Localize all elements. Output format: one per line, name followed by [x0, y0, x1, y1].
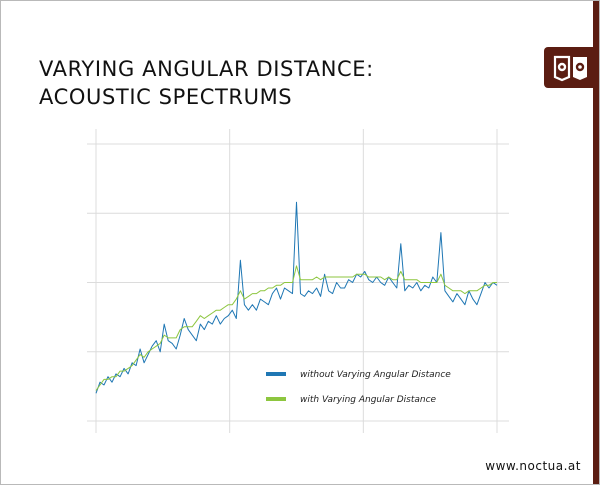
legend-label-with-varying: with Varying Angular Distance	[300, 395, 437, 405]
series-line-with-varying	[95, 265, 497, 391]
chart-legend: without Varying Angular Distance with Va…	[266, 370, 451, 405]
page-title: VARYING ANGULAR DISTANCE: ACOUSTIC SPECT…	[39, 55, 374, 111]
page-title-line-1: VARYING ANGULAR DISTANCE:	[39, 57, 374, 81]
chart-grid	[87, 129, 509, 433]
page-title-line-2: ACOUSTIC SPECTRUMS	[39, 85, 293, 109]
series-line-without-varying	[95, 201, 498, 394]
noctua-logo	[544, 47, 599, 88]
noctua-owl-logo-icon	[553, 55, 587, 82]
legend-swatch-with-varying	[266, 397, 286, 401]
legend-label-without-varying: without Varying Angular Distance	[300, 370, 451, 380]
brand-side-bar	[593, 1, 599, 484]
legend-swatch-without-varying	[266, 372, 286, 376]
chart-series-layer	[95, 201, 498, 394]
footer-url: www.noctua.at	[485, 459, 581, 473]
